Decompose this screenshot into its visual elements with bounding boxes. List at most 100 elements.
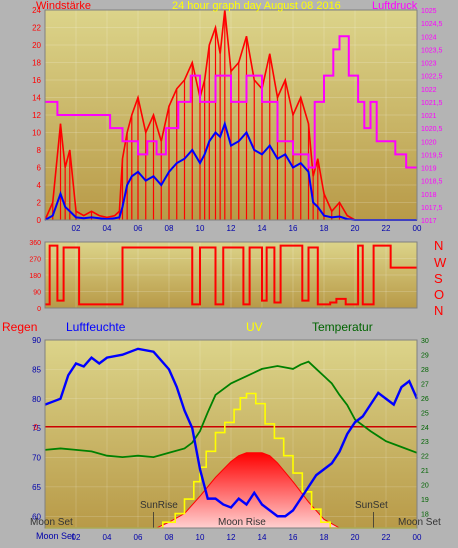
panel-frame-2: [44, 241, 418, 309]
pressure-y-tick-12: 1023: [421, 61, 437, 68]
wind-y-tick-7: 14: [32, 94, 41, 103]
direction-y-tick-1: 90: [33, 290, 41, 297]
wind-y-tick-8: 16: [32, 76, 41, 85]
temperature-y-tick-10: 28: [421, 367, 429, 374]
humidity-axis-title: Luftfeuchte: [66, 320, 126, 334]
wind-axis-title: Windstärke: [36, 0, 92, 12]
direction-y-tick-2: 180: [29, 273, 41, 280]
wind-y-tick-6: 12: [32, 111, 41, 120]
climate-x-tick-3: 08: [165, 533, 174, 542]
wind-y-tick-3: 6: [37, 164, 42, 173]
humidity-line: [44, 347, 419, 518]
wind-y-tick-11: 22: [32, 24, 41, 33]
direction-panel-axes: 0 90 180 270 360: [29, 240, 418, 313]
climate-x-tick-11: 00: [413, 533, 422, 542]
direction-letter-north: N: [434, 238, 444, 253]
rain-axis-title: Regen: [2, 320, 38, 334]
pressure-y-tick-1: 1017,5: [421, 205, 443, 212]
climate-x-tick-5: 12: [227, 533, 236, 542]
pressure-y-tick-8: 1021: [421, 113, 437, 120]
wind-x-tick-11: 00: [413, 224, 422, 233]
climate-x-tick-10: 22: [382, 533, 391, 542]
solar-area: [45, 452, 417, 529]
direction-panel-series: [45, 244, 417, 306]
climate-x-tick-7: 16: [289, 533, 298, 542]
climate-x-tick-4: 10: [196, 533, 205, 542]
moon-set-label: Moon Set: [30, 517, 73, 528]
direction-letter-south: S: [434, 271, 443, 286]
wind-panel-axes: 02468101214161820222410171017,510181018,…: [32, 6, 442, 233]
humidity-y-tick-0: 60: [32, 512, 41, 521]
humidity-y-tick-4: 80: [32, 395, 41, 404]
pressure-y-tick-5: 1019,5: [421, 152, 443, 159]
direction-letter-north-2: N: [434, 303, 444, 318]
pressure-line: [45, 35, 417, 169]
climate-x-tick-2: 06: [134, 533, 143, 542]
pressure-y-tick-6: 1020: [421, 139, 437, 146]
climate-panel-axes: 60 65 70 75 80 85 90 18 19 20 21 22 23 24 25 26 27 28 29 30…: [32, 336, 429, 542]
temperature-y-tick-9: 27: [421, 381, 429, 388]
wind-x-tick-10: 22: [382, 224, 391, 233]
temperature-y-tick-5: 23: [421, 439, 429, 446]
temperature-y-tick-4: 22: [421, 454, 429, 461]
humidity-y-tick-6: 90: [32, 336, 41, 345]
direction-y-tick-0: 0: [37, 306, 41, 313]
wind-x-tick-0: 02: [72, 224, 81, 233]
wind-y-tick-2: 4: [37, 181, 42, 190]
humidity-y-tick-1: 65: [32, 483, 41, 492]
wind-x-tick-9: 20: [351, 224, 360, 233]
climate-panel-series: [44, 347, 419, 529]
wind-x-tick-5: 12: [227, 224, 236, 233]
pressure-y-tick-2: 1018: [421, 192, 437, 199]
wind-y-tick-12: 24: [32, 6, 41, 15]
temperature-y-tick-1: 19: [421, 497, 429, 504]
pressure-y-tick-4: 1019: [421, 166, 437, 173]
direction-line: [45, 244, 417, 306]
wind-y-tick-10: 20: [32, 41, 41, 50]
pressure-y-tick-10: 1022: [421, 87, 437, 94]
climate-x-tick-0: 02: [72, 533, 81, 542]
temperature-y-tick-6: 24: [421, 425, 429, 432]
pressure-y-tick-14: 1024: [421, 34, 437, 41]
wind-x-tick-2: 06: [134, 224, 143, 233]
wind-x-tick-4: 10: [196, 224, 205, 233]
climate-x-tick-1: 04: [103, 533, 112, 542]
temperature-y-tick-8: 26: [421, 396, 429, 403]
pressure-y-tick-3: 1018,5: [421, 179, 443, 186]
pressure-y-tick-7: 1020,5: [421, 126, 443, 133]
wind-average-line: [44, 120, 417, 221]
moon-set-axis-label: Moon Set: [36, 531, 75, 541]
temperature-y-tick-0: 18: [421, 512, 429, 519]
wind-panel-series: [44, 9, 417, 221]
wind-x-tick-8: 18: [320, 224, 329, 233]
panel-frame-1: [44, 9, 418, 221]
moon-rise-label: Moon Rise: [218, 517, 266, 528]
pressure-y-tick-15: 1024,5: [421, 21, 443, 28]
climate-x-tick-9: 20: [351, 533, 360, 542]
wind-y-tick-4: 8: [37, 146, 42, 155]
temperature-axis-title: Temperatur: [312, 320, 373, 334]
climate-x-tick-6: 14: [258, 533, 267, 542]
wind-y-tick-1: 2: [37, 199, 42, 208]
temperature-y-tick-12: 30: [421, 338, 429, 345]
wind-y-tick-5: 10: [32, 129, 41, 138]
pressure-axis-title: Luftdruck: [372, 0, 418, 12]
wind-y-tick-9: 18: [32, 59, 41, 68]
direction-letter-east: O: [434, 287, 445, 302]
wind-x-tick-1: 04: [103, 224, 112, 233]
temperature-line: [44, 360, 418, 459]
humidity-y-tick-2: 70: [32, 454, 41, 463]
graph-title: 24 hour graph day August 08 2016: [172, 0, 341, 12]
direction-letter-west: W: [434, 255, 447, 270]
wind-x-tick-6: 14: [258, 224, 267, 233]
wind-x-tick-3: 08: [165, 224, 174, 233]
wind-x-tick-7: 16: [289, 224, 298, 233]
pressure-y-tick-0: 1017: [421, 218, 437, 225]
wind-y-tick-0: 0: [37, 216, 42, 225]
direction-y-tick-3: 270: [29, 257, 41, 264]
sunset-label: SunSet: [355, 500, 388, 511]
temperature-y-tick-3: 21: [421, 468, 429, 475]
rain-zero-label: 0: [34, 423, 39, 432]
